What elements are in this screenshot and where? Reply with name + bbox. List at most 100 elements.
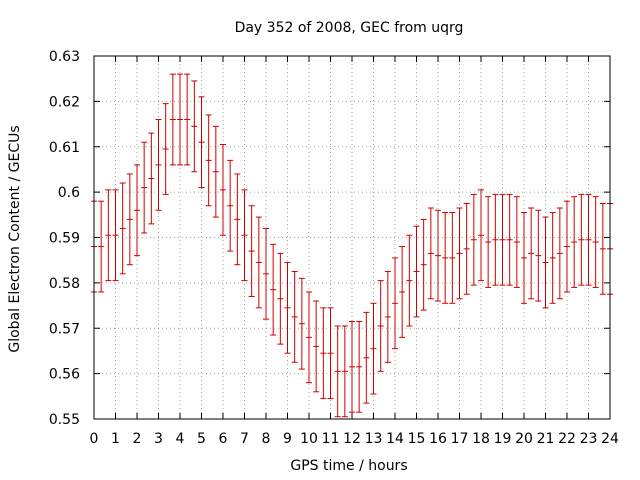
error-bar-point xyxy=(485,196,492,288)
x-tick-label: 2 xyxy=(133,431,142,447)
error-bar-point xyxy=(420,218,427,311)
error-bar-point xyxy=(284,261,291,354)
x-tick-label: 20 xyxy=(515,431,533,447)
error-bar-point xyxy=(184,73,191,166)
x-tick-label: 24 xyxy=(601,431,619,447)
error-bar-point xyxy=(241,189,248,282)
error-bar-point xyxy=(148,132,155,225)
error-bar-point xyxy=(98,200,105,293)
error-bar-point xyxy=(126,173,133,266)
error-bar-point xyxy=(456,207,463,300)
error-bar-point xyxy=(327,307,334,400)
y-ticks: 0.55 0.56 0.57 0.58 0.59 0.6 0.61 0.62 0.63 xyxy=(49,49,610,428)
x-tick-label: 1 xyxy=(111,431,120,447)
error-bar-point xyxy=(162,103,169,195)
error-bar-point xyxy=(449,212,456,304)
error-bar-point xyxy=(291,271,298,363)
error-bar-point xyxy=(506,193,513,286)
error-bar-point xyxy=(298,277,305,370)
error-bar-point xyxy=(313,300,320,393)
error-bar-point xyxy=(134,164,140,257)
y-tick-label: 0.62 xyxy=(49,94,80,110)
x-tick-label: 9 xyxy=(283,431,292,447)
error-bar-point xyxy=(564,200,570,293)
y-tick-label: 0.56 xyxy=(49,367,80,383)
error-bar-point xyxy=(592,196,599,288)
error-bar-point xyxy=(155,119,162,211)
error-bar-point xyxy=(542,216,549,309)
x-tick-label: 3 xyxy=(154,431,163,447)
x-tick-label: 14 xyxy=(386,431,404,447)
error-bar-point xyxy=(470,193,477,286)
error-bar-point xyxy=(535,209,542,302)
x-tick-label: 11 xyxy=(322,431,340,447)
error-bars xyxy=(91,73,613,418)
error-bar-point xyxy=(341,325,348,418)
error-bar-point xyxy=(198,96,205,189)
error-bar-point xyxy=(234,173,241,266)
error-bar-point xyxy=(177,73,183,166)
x-tick-label: 12 xyxy=(343,431,361,447)
error-bar-point xyxy=(320,307,327,400)
error-bar-point xyxy=(356,320,363,413)
x-tick-label: 18 xyxy=(472,431,490,447)
x-tick-label: 21 xyxy=(537,431,555,447)
y-tick-label: 0.63 xyxy=(49,49,80,65)
error-bar-point xyxy=(349,320,355,413)
error-bar-point xyxy=(205,114,212,207)
y-tick-label: 0.55 xyxy=(49,412,80,428)
error-bar-point xyxy=(392,257,398,350)
error-bar-point xyxy=(277,252,284,345)
error-bar-point xyxy=(105,189,112,282)
x-tick-label: 10 xyxy=(300,431,318,447)
x-axis-label: GPS time / hours xyxy=(290,458,407,474)
error-bar-point xyxy=(442,212,449,304)
error-bar-point xyxy=(212,125,219,218)
x-tick-label: 6 xyxy=(219,431,228,447)
error-bar-point xyxy=(549,212,556,304)
error-bar-point xyxy=(399,246,406,338)
error-bar-point xyxy=(528,207,535,300)
error-bar-point xyxy=(255,216,262,309)
error-bar-point xyxy=(499,193,506,286)
error-bar-point xyxy=(227,159,234,252)
error-bar-point xyxy=(263,227,269,320)
error-bar-point xyxy=(513,196,520,288)
error-bar-point xyxy=(119,182,126,275)
error-bar-point xyxy=(578,193,585,286)
x-tick-label: 19 xyxy=(494,431,512,447)
error-bar-point xyxy=(599,202,606,295)
x-tick-label: 17 xyxy=(451,431,469,447)
error-bar-point xyxy=(270,243,277,336)
x-tick-label: 16 xyxy=(429,431,447,447)
x-tick-label: 4 xyxy=(176,431,185,447)
error-bar-point xyxy=(556,207,563,300)
error-bar-point xyxy=(463,202,470,295)
y-axis-label: Global Electron Content / GECUs xyxy=(7,125,23,352)
error-bar-point xyxy=(220,143,226,236)
error-bar-point xyxy=(334,325,341,418)
x-tick-label: 0 xyxy=(90,431,99,447)
error-bar-point xyxy=(492,193,499,286)
y-tick-label: 0.59 xyxy=(49,231,80,247)
error-bar-point xyxy=(585,193,592,286)
error-bar-point xyxy=(521,212,527,304)
x-tick-label: 7 xyxy=(240,431,249,447)
error-bar-point xyxy=(248,205,255,297)
error-bar-point xyxy=(169,73,176,166)
error-bar-point xyxy=(427,207,434,300)
error-bar-point xyxy=(571,196,578,288)
error-bar-point xyxy=(406,234,413,327)
x-tick-label: 5 xyxy=(197,431,206,447)
error-bar-point xyxy=(306,291,312,384)
y-tick-label: 0.57 xyxy=(49,321,80,337)
x-tick-label: 22 xyxy=(558,431,576,447)
error-bar-point xyxy=(370,302,377,395)
x-tick-label: 8 xyxy=(262,431,271,447)
y-tick-label: 0.58 xyxy=(49,276,80,292)
error-bar-point xyxy=(191,80,198,173)
x-tick-label: 15 xyxy=(408,431,426,447)
error-bar-point xyxy=(141,141,148,234)
y-tick-label: 0.61 xyxy=(49,140,80,156)
